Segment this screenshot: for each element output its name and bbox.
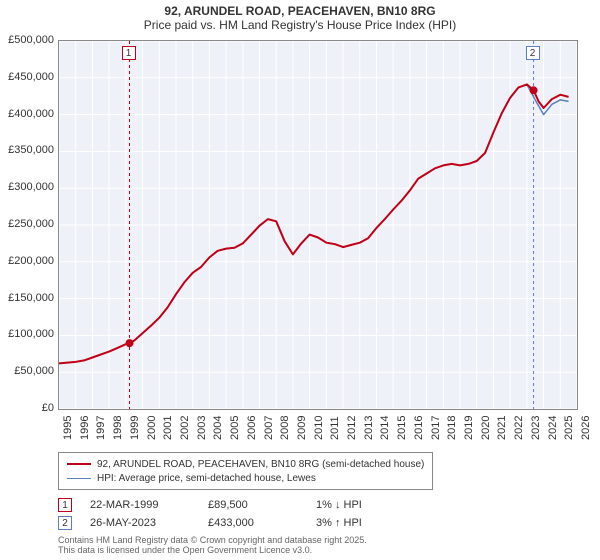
x-tick-label: 2026	[580, 416, 592, 440]
x-tick-label: 2021	[496, 416, 508, 440]
x-tick-label: 2009	[296, 416, 308, 440]
y-tick-label: £250,000	[4, 218, 54, 230]
y-tick-label: £100,000	[4, 328, 54, 340]
x-tick-label: 2015	[396, 416, 408, 440]
x-tick-label: 2004	[212, 416, 224, 440]
x-tick-label: 2007	[263, 416, 275, 440]
y-tick-label: £450,000	[4, 71, 54, 83]
sale-row-2: 2 26-MAY-2023 £433,000 3% ↑ HPI	[58, 514, 396, 532]
sale-marker-badge-1: 1	[58, 498, 72, 512]
x-tick-label: 1996	[79, 416, 91, 440]
legend-item-hpi: HPI: Average price, semi-detached house,…	[67, 471, 424, 485]
y-tick-label: £0	[4, 402, 54, 414]
x-tick-label: 1999	[129, 416, 141, 440]
x-tick-label: 2006	[246, 416, 258, 440]
x-tick-label: 1997	[95, 416, 107, 440]
y-tick-label: £400,000	[4, 108, 54, 120]
x-tick-label: 1995	[62, 416, 74, 440]
y-tick-label: £150,000	[4, 292, 54, 304]
sale-price-1: £89,500	[208, 499, 298, 511]
x-tick-label: 2010	[313, 416, 325, 440]
x-tick-label: 2013	[363, 416, 375, 440]
x-tick-label: 2024	[547, 416, 559, 440]
x-tick-label: 2023	[530, 416, 542, 440]
sale-marker-box: 2	[526, 46, 540, 60]
x-tick-label: 2000	[146, 416, 158, 440]
plot-area	[58, 40, 578, 410]
x-tick-label: 2012	[346, 416, 358, 440]
sale-marker-badge-2: 2	[58, 516, 72, 530]
legend-label-hpi: HPI: Average price, semi-detached house,…	[97, 473, 316, 484]
y-tick-label: £50,000	[4, 365, 54, 377]
legend: 92, ARUNDEL ROAD, PEACEHAVEN, BN10 8RG (…	[58, 452, 433, 490]
x-tick-label: 2022	[513, 416, 525, 440]
x-tick-label: 2016	[413, 416, 425, 440]
y-tick-label: £500,000	[4, 34, 54, 46]
x-tick-label: 1998	[112, 416, 124, 440]
sale-date-2: 26-MAY-2023	[90, 517, 190, 529]
x-tick-label: 2003	[196, 416, 208, 440]
y-tick-label: £300,000	[4, 181, 54, 193]
y-tick-label: £350,000	[4, 144, 54, 156]
x-tick-label: 2025	[563, 416, 575, 440]
sale-row-1: 1 22-MAR-1999 £89,500 1% ↓ HPI	[58, 496, 396, 514]
legend-swatch-subject	[67, 463, 91, 465]
chart-container: 92, ARUNDEL ROAD, PEACEHAVEN, BN10 8RG P…	[0, 0, 600, 560]
x-tick-label: 2001	[162, 416, 174, 440]
sale-hpi-delta-1: 1% ↓ HPI	[316, 499, 396, 511]
sale-price-2: £433,000	[208, 517, 298, 529]
x-tick-label: 2008	[279, 416, 291, 440]
legend-item-subject: 92, ARUNDEL ROAD, PEACEHAVEN, BN10 8RG (…	[67, 457, 424, 471]
x-tick-label: 2017	[430, 416, 442, 440]
x-tick-label: 2020	[480, 416, 492, 440]
legend-label-subject: 92, ARUNDEL ROAD, PEACEHAVEN, BN10 8RG (…	[97, 459, 424, 470]
sale-hpi-delta-2: 3% ↑ HPI	[316, 517, 396, 529]
sale-marker-box: 1	[122, 46, 136, 60]
x-tick-label: 2011	[329, 416, 341, 440]
y-tick-label: £200,000	[4, 255, 54, 267]
plot-svg	[59, 41, 577, 409]
chart-title: 92, ARUNDEL ROAD, PEACEHAVEN, BN10 8RG P…	[0, 4, 600, 32]
x-tick-label: 2018	[446, 416, 458, 440]
sale-date-1: 22-MAR-1999	[90, 499, 190, 511]
x-tick-label: 2019	[463, 416, 475, 440]
legend-swatch-hpi	[67, 478, 91, 479]
title-line-2: Price paid vs. HM Land Registry's House …	[0, 18, 600, 32]
footer-line-2: This data is licensed under the Open Gov…	[58, 546, 367, 556]
x-tick-label: 2005	[229, 416, 241, 440]
footer-attribution: Contains HM Land Registry data © Crown c…	[58, 536, 367, 556]
x-tick-label: 2002	[179, 416, 191, 440]
sale-data-table: 1 22-MAR-1999 £89,500 1% ↓ HPI 2 26-MAY-…	[58, 496, 396, 532]
title-line-1: 92, ARUNDEL ROAD, PEACEHAVEN, BN10 8RG	[0, 4, 600, 18]
x-tick-label: 2014	[379, 416, 391, 440]
